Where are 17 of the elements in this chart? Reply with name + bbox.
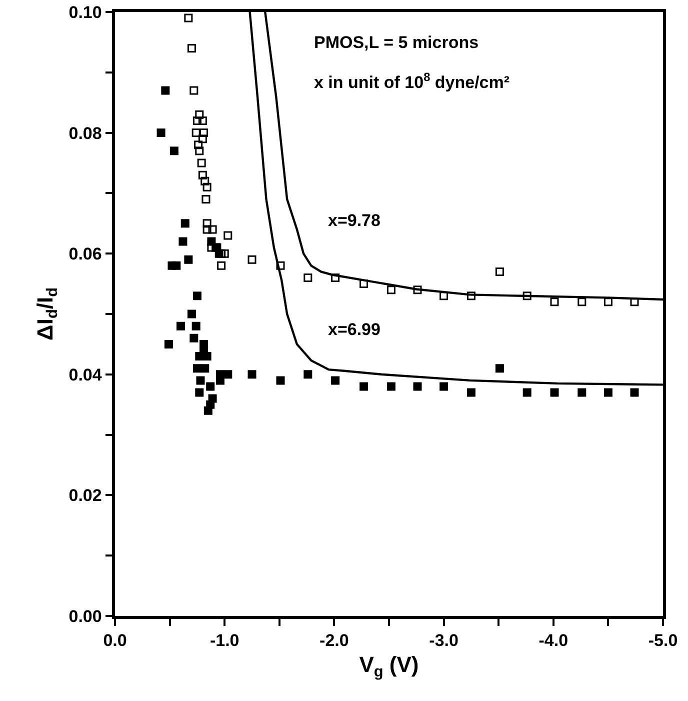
- x-tick-label: 0.0: [103, 631, 127, 650]
- x-tick-label: -3.0: [429, 631, 458, 650]
- y-tick-label: 0.00: [68, 606, 102, 626]
- y-tick-label: 0.06: [68, 244, 102, 264]
- y-tick-label: 0.08: [68, 124, 102, 143]
- annotation: PMOS,L = 5 microns: [314, 33, 479, 52]
- x-axis-title: V$_{g}$ (V): [359, 652, 419, 681]
- annotation: x=9.78: [328, 211, 380, 230]
- annotation: x in unit of 10$^{8}$ dyne/cm²: [314, 70, 510, 92]
- x-tick-label: -4.0: [538, 631, 568, 650]
- y-tick-label: 0.04: [68, 365, 102, 384]
- x-tick-label: -2.0: [320, 631, 349, 650]
- x-tick-label: -5.0: [648, 631, 678, 650]
- x-tick-label: -1.0: [210, 631, 240, 650]
- y-tick-label: 0.10: [68, 2, 102, 22]
- y-tick-label: 0.02: [68, 486, 102, 506]
- annotation: x=6.99: [328, 320, 380, 339]
